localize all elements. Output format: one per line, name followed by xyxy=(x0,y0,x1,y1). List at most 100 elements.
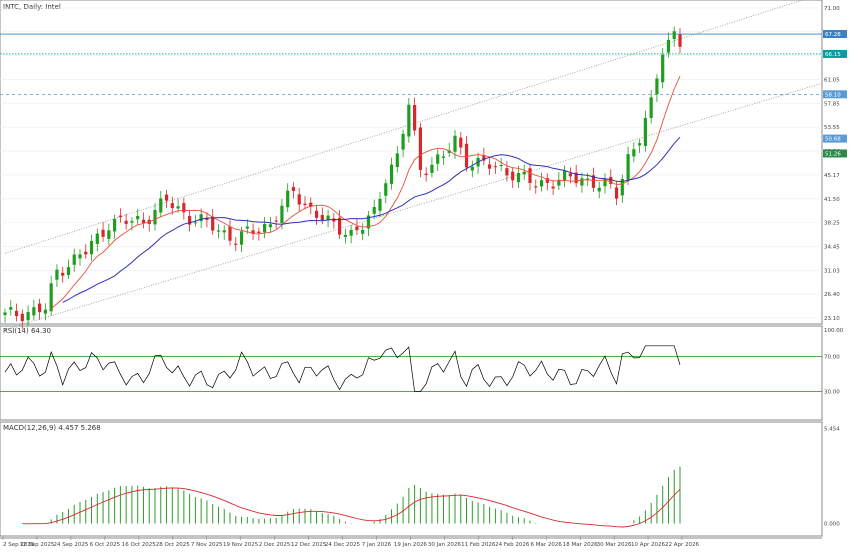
time-tick-label: 2 Sep 2025 xyxy=(3,542,35,548)
candle-body xyxy=(9,307,13,310)
candle-body xyxy=(43,309,47,314)
rsi-tick-label: 100.00 xyxy=(824,328,844,334)
candle-body xyxy=(620,178,624,196)
candle-body xyxy=(441,156,446,158)
candle-body xyxy=(239,231,244,245)
price-label-text: 51.26 xyxy=(825,151,841,157)
candle-body xyxy=(459,137,463,148)
candle-body xyxy=(378,198,382,211)
candle-body xyxy=(257,231,261,233)
price-tick-label: 41.50 xyxy=(824,197,840,203)
rsi-tick-label: 30.00 xyxy=(824,390,840,396)
candle-body xyxy=(303,203,307,205)
candle-body xyxy=(528,168,532,183)
time-tick-label: 2 Dec 2025 xyxy=(259,542,291,548)
candle-body xyxy=(55,269,59,280)
time-tick-label: 12 Dec 2025 xyxy=(291,542,327,548)
candle-body xyxy=(205,217,209,220)
candle-body xyxy=(609,176,613,184)
time-tick-label: 19 Nov 2025 xyxy=(223,542,259,548)
macd-signal-line xyxy=(22,487,681,528)
price-label-box xyxy=(823,149,847,158)
time-tick-label: 18 Mar 2026 xyxy=(563,542,598,548)
candle-body xyxy=(170,203,174,209)
candle-body xyxy=(32,307,36,316)
candle-body xyxy=(551,186,555,189)
candle-body xyxy=(280,205,284,224)
candle-body xyxy=(534,186,538,188)
candle-body xyxy=(211,216,215,231)
time-tick-label: 6 Mar 2026 xyxy=(531,542,563,548)
candle-body xyxy=(430,164,434,173)
candle-body xyxy=(26,312,30,321)
candle-body xyxy=(453,135,457,152)
candle-body xyxy=(326,215,330,221)
candle-body xyxy=(539,180,544,187)
time-tick-label: 30 Jan 2026 xyxy=(428,542,461,548)
time-tick-label: 12 Sep 2025 xyxy=(20,542,55,548)
candle-body xyxy=(89,240,94,255)
candle-body xyxy=(349,229,353,236)
candle-body xyxy=(614,187,619,199)
macd-panel-title: MACD(12,26,9) 4.457 5.268 xyxy=(3,424,101,432)
rsi-panel-frame xyxy=(0,325,823,421)
ma-fast-line xyxy=(50,76,681,309)
candle-body xyxy=(603,178,607,187)
price-label-box xyxy=(823,134,847,143)
candle-body xyxy=(649,97,653,118)
candle-body xyxy=(228,226,232,241)
candle-body xyxy=(49,283,53,312)
candle-body xyxy=(678,34,682,47)
candle-body xyxy=(672,31,676,40)
candle-body xyxy=(338,217,342,235)
time-tick-label: 11 Feb 2026 xyxy=(461,542,496,548)
macd-tick-label: 5.454 xyxy=(824,427,840,433)
candle-body xyxy=(505,168,509,176)
time-tick-label: 22 Apr 2026 xyxy=(665,542,700,548)
candle-body xyxy=(424,173,428,175)
candle-body xyxy=(557,179,561,186)
rsi-tick-label: 70.00 xyxy=(824,354,840,360)
candle-body xyxy=(516,172,521,183)
candle-body xyxy=(130,221,134,223)
candle-body xyxy=(14,310,19,317)
candle-body xyxy=(107,230,111,239)
candle-body xyxy=(113,219,117,232)
rsi-layer xyxy=(0,345,822,393)
time-tick-label: 6 Oct 2025 xyxy=(90,542,121,548)
grid-layer xyxy=(0,7,822,319)
candle-body xyxy=(522,171,526,175)
candle-body xyxy=(632,149,636,157)
price-tick-label: 26.40 xyxy=(824,292,840,298)
macd-layer xyxy=(22,466,681,528)
candle-body xyxy=(153,209,157,225)
time-tick-label: 16 Oct 2025 xyxy=(122,542,157,548)
candle-body xyxy=(366,215,371,229)
time-tick-label: 10 Apr 2026 xyxy=(631,542,666,548)
price-panel-title: INTC, Daily: Intel xyxy=(3,3,61,11)
candle-body xyxy=(568,173,572,177)
candle-body xyxy=(574,172,578,184)
candle-body xyxy=(499,165,503,167)
candle-body xyxy=(591,175,596,188)
price-label-box xyxy=(823,90,847,99)
time-tick-label: 30 Mar 2026 xyxy=(597,542,632,548)
axis-layer: 71.0068.2565.1561.0557.8553.5549.8445.17… xyxy=(2,6,847,548)
candle-body xyxy=(407,104,411,137)
candle-body xyxy=(78,254,82,259)
candle-body xyxy=(413,104,417,131)
candle-body xyxy=(72,254,76,265)
candle-body xyxy=(384,183,388,196)
candle-body xyxy=(141,219,146,223)
price-tick-label: 34.45 xyxy=(824,244,840,250)
price-label-text: 58.10 xyxy=(825,92,841,98)
price-panel-frame xyxy=(0,0,823,325)
time-tick-label: 19 Jan 2026 xyxy=(394,542,427,548)
candle-body xyxy=(493,166,497,168)
candle-body xyxy=(447,150,451,153)
price-label-box xyxy=(823,49,847,58)
candle-body xyxy=(222,230,226,233)
candle-body xyxy=(251,230,255,234)
